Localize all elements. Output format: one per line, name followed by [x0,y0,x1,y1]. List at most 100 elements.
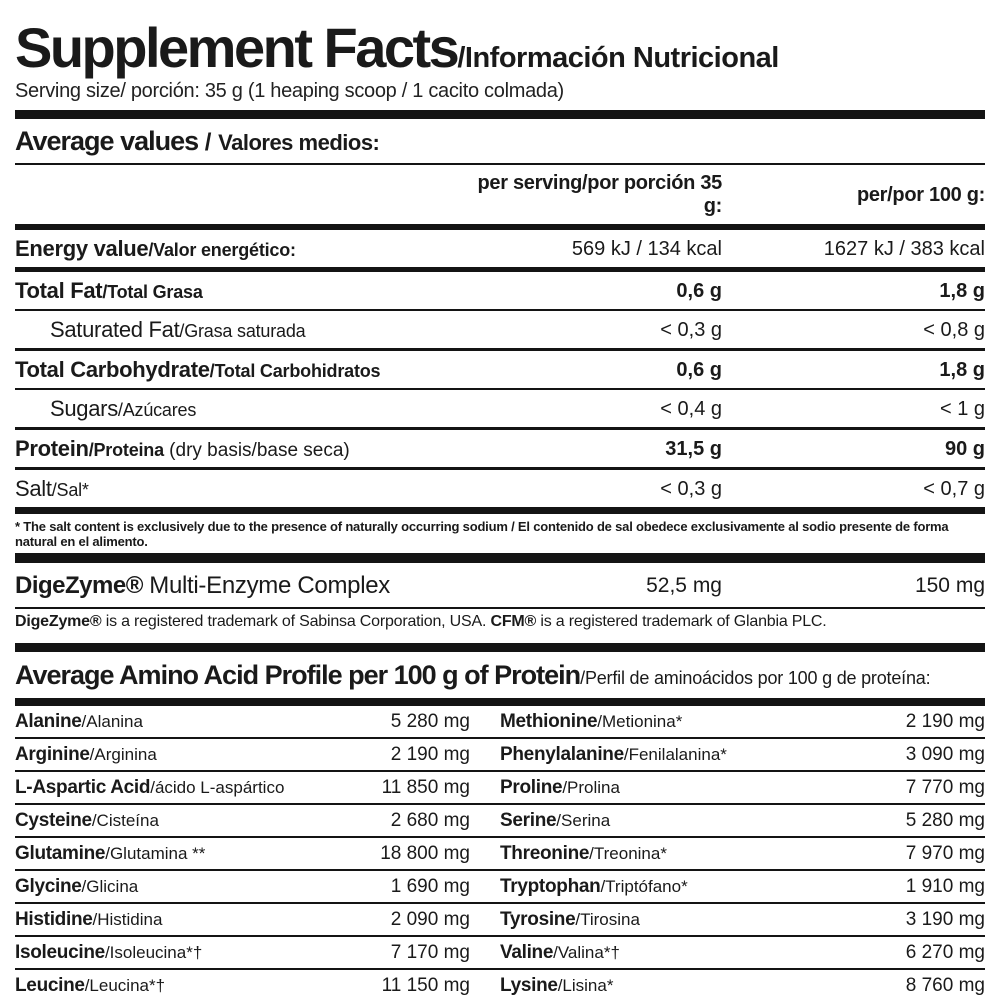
amino-value: 5 280 mg [390,711,470,732]
amino-cell-left: L-Aspartic Acid/ácido L-aspártico 11 850 … [15,777,470,799]
nutrient-name-es: /Total Carbohidratos [209,361,381,381]
amino-name-es: /Metionina* [597,712,683,731]
amino-name-en: Phenylalanine [500,744,624,765]
nutrient-name-en: Sugars [50,396,118,421]
amino-name-es: /Treonina* [589,844,667,863]
amino-cell-right: Threonine/Treonina* 7 970 mg [500,843,985,865]
amino-name: Phenylalanine/Fenilalanina* [500,744,906,766]
amino-name: Histidine/Histidina [15,909,391,931]
amino-value: 11 150 mg [381,975,470,996]
nutrient-row: Salt/Sal* < 0,3 g < 0,7 g [15,470,985,514]
title-spanish: /Información Nutricional [457,42,779,74]
nutrient-row: Protein/Proteina (dry basis/base seca) 31… [15,430,985,470]
amino-name-en: Tryptophan [500,876,601,897]
amino-name: Isoleucine/Isoleucina*† [15,942,391,964]
value-per-serving: 0,6 g [676,279,722,302]
average-values-es: Valores medios: [218,130,380,155]
amino-row: L-Aspartic Acid/ácido L-aspártico 11 850 … [15,772,985,805]
divider-bar-under-amino-header [15,698,985,706]
amino-name: Arginine/Arginina [15,744,391,766]
amino-name-en: Glutamine [15,843,106,864]
value-per-serving: < 0,3 g [660,477,722,500]
amino-cell-right: Phenylalanine/Fenilalanina* 3 090 mg [500,744,985,766]
nutrient-row: Sugars/Azúcares < 0,4 g < 1 g [15,390,985,430]
digezyme-value-per-100g: 150 mg [914,574,985,597]
amino-cell-right: Valine/Valina*† 6 270 mg [500,942,985,964]
amino-value: 7 770 mg [905,777,985,798]
amino-cell-left: Glutamine/Glutamina ** 18 800 mg [15,843,470,865]
amino-cell-right: Proline/Prolina 7 770 mg [500,777,985,799]
amino-name-es: /Tirosina [575,910,640,929]
amino-name-en: L-Aspartic Acid [15,777,151,798]
value-per-serving: 569 kJ / 134 kcal [571,237,722,260]
amino-name: Threonine/Treonina* [500,843,906,865]
amino-value: 2 680 mg [390,810,470,831]
value-per-100g: < 0,8 g [923,318,985,341]
amino-cell-right: Tryptophan/Triptófano* 1 910 mg [500,876,985,898]
amino-cell-left: Glycine/Glicina 1 690 mg [15,876,470,898]
amino-row: Glutamine/Glutamina ** 18 800 mg Threonine… [15,838,985,871]
nutrient-name-es: /Total Grasa [102,282,203,302]
amino-cell-left: Arginine/Arginina 2 190 mg [15,744,470,766]
amino-name-es: /Arginina [89,745,157,764]
amino-value: 3 190 mg [905,909,985,930]
amino-name: Cysteine/Cisteína [15,810,391,832]
amino-name: Lysine/Lisina* [500,975,906,997]
trademark-text: is a registered trademark of Sabinsa Cor… [101,613,491,630]
amino-value: 5 280 mg [905,810,985,831]
amino-name-es: /Histidina [92,910,163,929]
amino-row: Histidine/Histidina 2 090 mg Tyrosine/Tiro… [15,904,985,937]
page-title: Supplement Facts /Información Nutriciona… [15,20,985,76]
amino-name-es: /Valina*† [553,943,620,962]
amino-name-en: Glycine [15,876,82,897]
nutrient-name-en: Protein [15,436,89,461]
amino-acid-heading-en: Average Amino Acid Profile per 100 g of … [15,660,581,690]
amino-value: 11 850 mg [381,777,470,798]
amino-cell-left: Cysteine/Cisteína 2 680 mg [15,810,470,832]
amino-value: 3 090 mg [905,744,985,765]
value-per-100g: 1,8 g [939,358,985,381]
amino-cell-right: Tyrosine/Tirosina 3 190 mg [500,909,985,931]
amino-name-es: /Cisteína [91,811,159,830]
amino-name-es: /Alanina [81,712,143,731]
value-per-serving: 31,5 g [665,437,722,460]
nutrient-name-es: /Sal* [51,480,89,500]
digezyme-value-per-serving: 52,5 mg [646,574,722,597]
value-per-100g: < 1 g [939,397,985,420]
amino-name-es: /Glicina [81,877,139,896]
value-per-100g: 1,8 g [939,279,985,302]
amino-name: Tyrosine/Tirosina [500,909,906,931]
nutrient-name-en: Salt [15,476,52,501]
divider-bar-above-amino-header [15,643,985,652]
divider-bar-top [15,110,985,119]
amino-value: 1 690 mg [390,876,470,897]
amino-name-en: Cysteine [15,810,92,831]
amino-name-es: /Leucina*† [84,976,166,995]
amino-row: Glycine/Glicina 1 690 mg Tryptophan/Triptó… [15,871,985,904]
amino-cell-right: Methionine/Metionina* 2 190 mg [500,711,985,733]
amino-cell-left: Leucine/Leucina*† 11 150 mg [15,975,470,997]
amino-value: 18 800 mg [380,843,470,864]
amino-row: Isoleucine/Isoleucina*† 7 170 mg Valine/Va… [15,937,985,970]
nutrient-name-es: /Valor energético: [148,240,296,260]
amino-name: Tryptophan/Triptófano* [500,876,906,898]
amino-cell-left: Isoleucine/Isoleucina*† 7 170 mg [15,942,470,964]
nutrient-name-en: Total Carbohydrate [15,357,210,382]
amino-name-en: Isoleucine [15,942,105,963]
amino-name-es: /Lisina* [557,976,614,995]
nutrient-row: Saturated Fat/Grasa saturada < 0,3 g < 0,8… [15,311,985,351]
amino-row: Leucine/Leucina*† 11 150 mg Lysine/Lisina*… [15,970,985,1000]
amino-cell-left: Alanine/Alanina 5 280 mg [15,711,470,733]
amino-name-es: /Serina [556,811,611,830]
digezyme-complex-label: Multi-Enzyme Complex [142,572,390,599]
amino-name: L-Aspartic Acid/ácido L-aspártico [15,777,382,799]
amino-name-en: Serine [500,810,557,831]
amino-name-es: /Prolina [562,778,620,797]
nutrient-note: (dry basis/base seca) [163,440,350,461]
nutrient-name-en: Saturated Fat [50,317,180,342]
amino-acid-heading: Average Amino Acid Profile per 100 g of … [15,652,985,698]
value-per-100g: 90 g [944,437,985,460]
title-english: Supplement Facts [15,16,460,79]
amino-row: Cysteine/Cisteína 2 680 mg Serine/Serina 5 … [15,805,985,838]
